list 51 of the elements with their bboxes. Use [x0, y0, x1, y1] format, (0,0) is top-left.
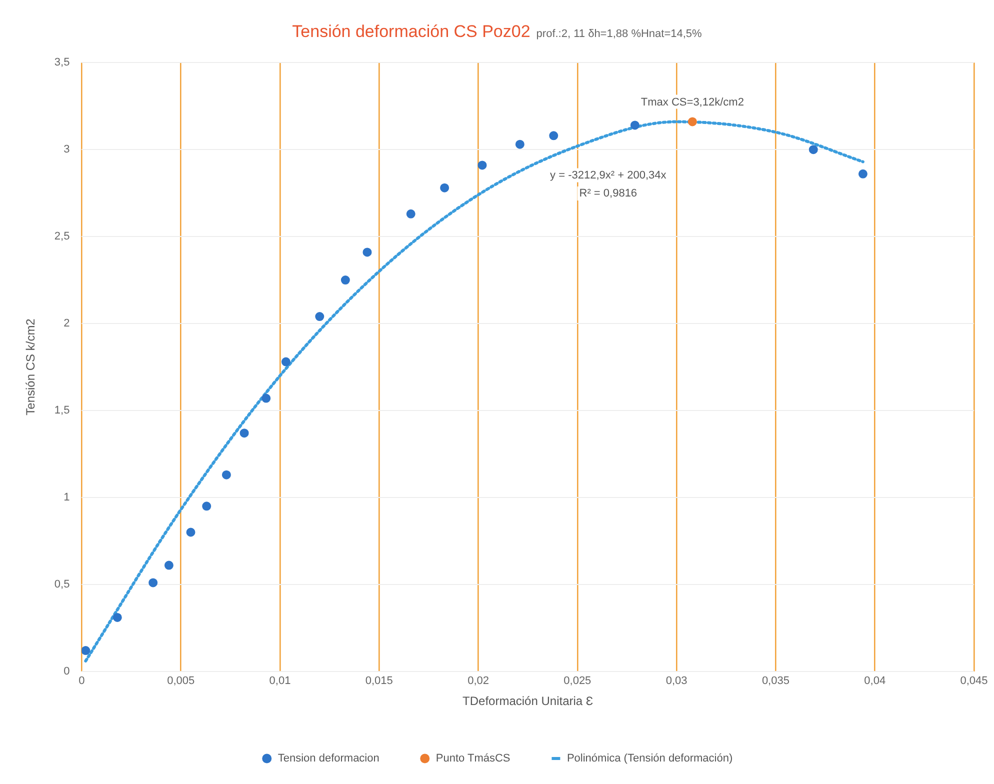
x-tick-label: 0,045 — [960, 675, 988, 688]
point — [478, 160, 487, 170]
point — [406, 209, 416, 218]
legend-label: Tension deformacion — [278, 752, 380, 765]
point — [340, 276, 350, 285]
x-tick-label: 0,04 — [864, 675, 886, 688]
y-tick-label: 2 — [64, 318, 70, 330]
point — [688, 117, 697, 126]
point — [262, 394, 271, 403]
x-tick-label: 0 — [78, 675, 85, 688]
x-tick-label: 0,035 — [762, 675, 790, 688]
chart-subtitle: prof.:2, 11 δh=1,88 %Hnat=14,5% — [536, 28, 702, 40]
point — [222, 470, 231, 480]
y-tick-label: 0 — [64, 665, 70, 678]
point — [549, 131, 558, 140]
legend-label: Punto TmásCS — [436, 752, 510, 765]
x-axis-title: TDeformación Unitaria Ɛ — [462, 694, 594, 708]
point — [112, 612, 122, 622]
x-tick-label: 0,005 — [167, 675, 195, 688]
point — [515, 140, 524, 149]
point — [315, 312, 324, 322]
point — [164, 560, 174, 570]
y-tick-label: 2,5 — [54, 230, 70, 243]
x-tick-label: 0,03 — [666, 675, 688, 688]
x-tick-label: 0,02 — [468, 675, 489, 688]
y-tick-label: 3 — [64, 144, 70, 156]
annotation: y = -3212,9x² + 200,34x — [550, 169, 667, 182]
point — [858, 169, 868, 178]
x-tick-label: 0,025 — [564, 675, 592, 688]
chart-title: Tensión deformación CS Poz02 — [292, 22, 530, 41]
point — [82, 646, 90, 656]
point — [630, 120, 640, 130]
annotation: Tmax CS=3,12k/cm2 — [640, 96, 744, 108]
legend-label: Polinómica (Tensión deformación) — [566, 752, 733, 765]
point — [148, 578, 158, 588]
y-tick-label: 1 — [64, 491, 70, 504]
point — [808, 145, 818, 154]
y-tick-label: 1,5 — [54, 404, 70, 417]
y-axis-title: Tensión CS k/cm2 — [24, 318, 38, 416]
x-tick-label: 0,015 — [365, 675, 393, 688]
line-series — [84, 120, 864, 662]
annotation: R² = 0,9816 — [579, 188, 638, 200]
x-tick-label: 0,01 — [269, 675, 291, 688]
y-tick-label: 0,5 — [54, 578, 70, 590]
point — [281, 357, 290, 366]
point — [202, 502, 212, 511]
point — [240, 428, 249, 438]
point — [440, 183, 450, 192]
point — [186, 528, 196, 537]
y-tick-label: 3,5 — [54, 56, 70, 69]
point — [362, 248, 372, 257]
